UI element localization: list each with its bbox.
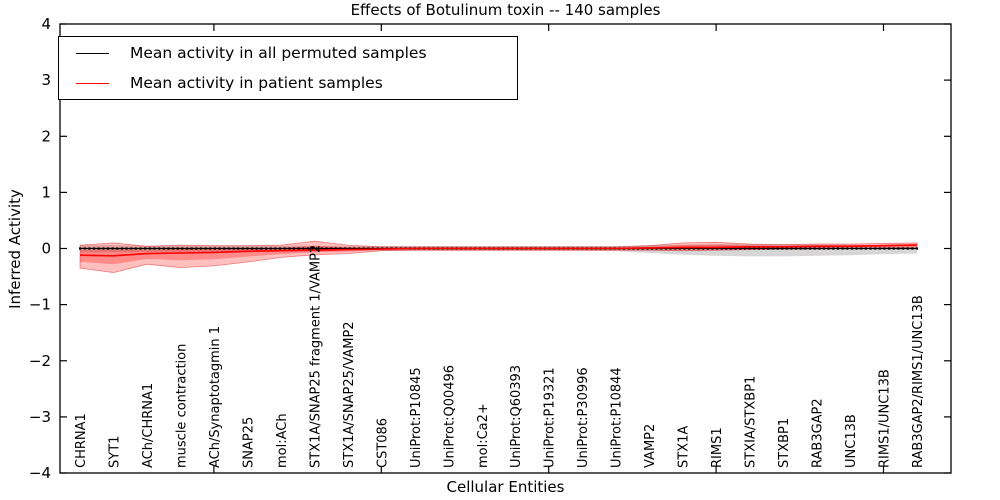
x-category-label: CHRNA1 [74,413,89,468]
x-category-label: UniProt:P19321 [543,367,558,468]
x-category-label: UNC13B [844,414,859,468]
x-category-label: UniProt:P10845 [409,367,424,468]
x-category-label: STX1A/SNAP25 fragment 1/VAMP2 [308,245,323,468]
plot-area: 4 3 2 1 0 −1 −2 −3 −4 CHRNA1 SYT1 ACh/CHRNA1 muscle … [29,15,952,482]
y-tick-label: −2 [29,352,51,370]
x-category-label: CST086 [375,418,390,468]
legend-label-permuted: Mean activity in all permuted samples [130,44,427,62]
legend: Mean activity in all permuted samples Me… [58,36,518,100]
x-category-label: mol:Ca2+ [476,403,491,468]
x-axis-label: Cellular Entities [446,478,565,496]
x-category-label: ACh/CHRNA1 [141,383,156,468]
chart-title: Effects of Botulinum toxin -- 140 sample… [350,1,661,19]
y-tick-label: −4 [29,464,51,482]
x-category-label: VAMP2 [643,424,658,468]
legend-label-patient: Mean activity in patient samples [130,74,383,92]
x-category-label: STX1A [677,426,692,468]
legend-line-permuted-icon [76,52,109,54]
y-tick-label: 3 [41,71,51,89]
patient-mean-line [79,244,918,257]
legend-line-patient-icon [76,82,109,84]
y-tick-label: −1 [29,296,51,314]
y-tick-label: 4 [41,15,51,33]
x-category-label: STXBP1 [777,418,792,468]
x-category-label: RAB3GAP2 [811,398,826,468]
x-category-label: mol:ACh [275,413,290,468]
x-category-label: STX1A/SNAP25/VAMP2 [342,321,357,468]
y-tick-label: −3 [29,408,51,426]
y-tick-label: 2 [41,127,51,145]
x-category-label: ACh/Synaptotagmin 1 [208,326,223,468]
legend-entry-permuted: Mean activity in all permuted samples [59,38,517,68]
x-category-label: UniProt:Q60393 [509,365,524,468]
x-category-label: SYT1 [108,436,123,468]
x-category-label: RIMS1 [710,427,725,468]
x-category-label: STXIA/STXBP1 [744,376,759,468]
x-category-label: UniProt:Q00496 [442,365,457,468]
x-category-label: UniProt:P10844 [610,367,625,468]
x-category-label: RAB3GAP2/RIMS1/UNC13B [911,295,926,468]
x-category-label: UniProt:P30996 [576,367,591,468]
x-category-label: muscle contraction [174,344,189,468]
y-tick-label: 1 [41,183,51,201]
y-tick-label: 0 [41,240,51,258]
x-category-label: RIMS1/UNC13B [878,369,893,468]
legend-entry-patient: Mean activity in patient samples [59,68,517,98]
y-axis-label: Inferred Activity [6,189,24,309]
x-category-label: SNAP25 [241,417,256,468]
